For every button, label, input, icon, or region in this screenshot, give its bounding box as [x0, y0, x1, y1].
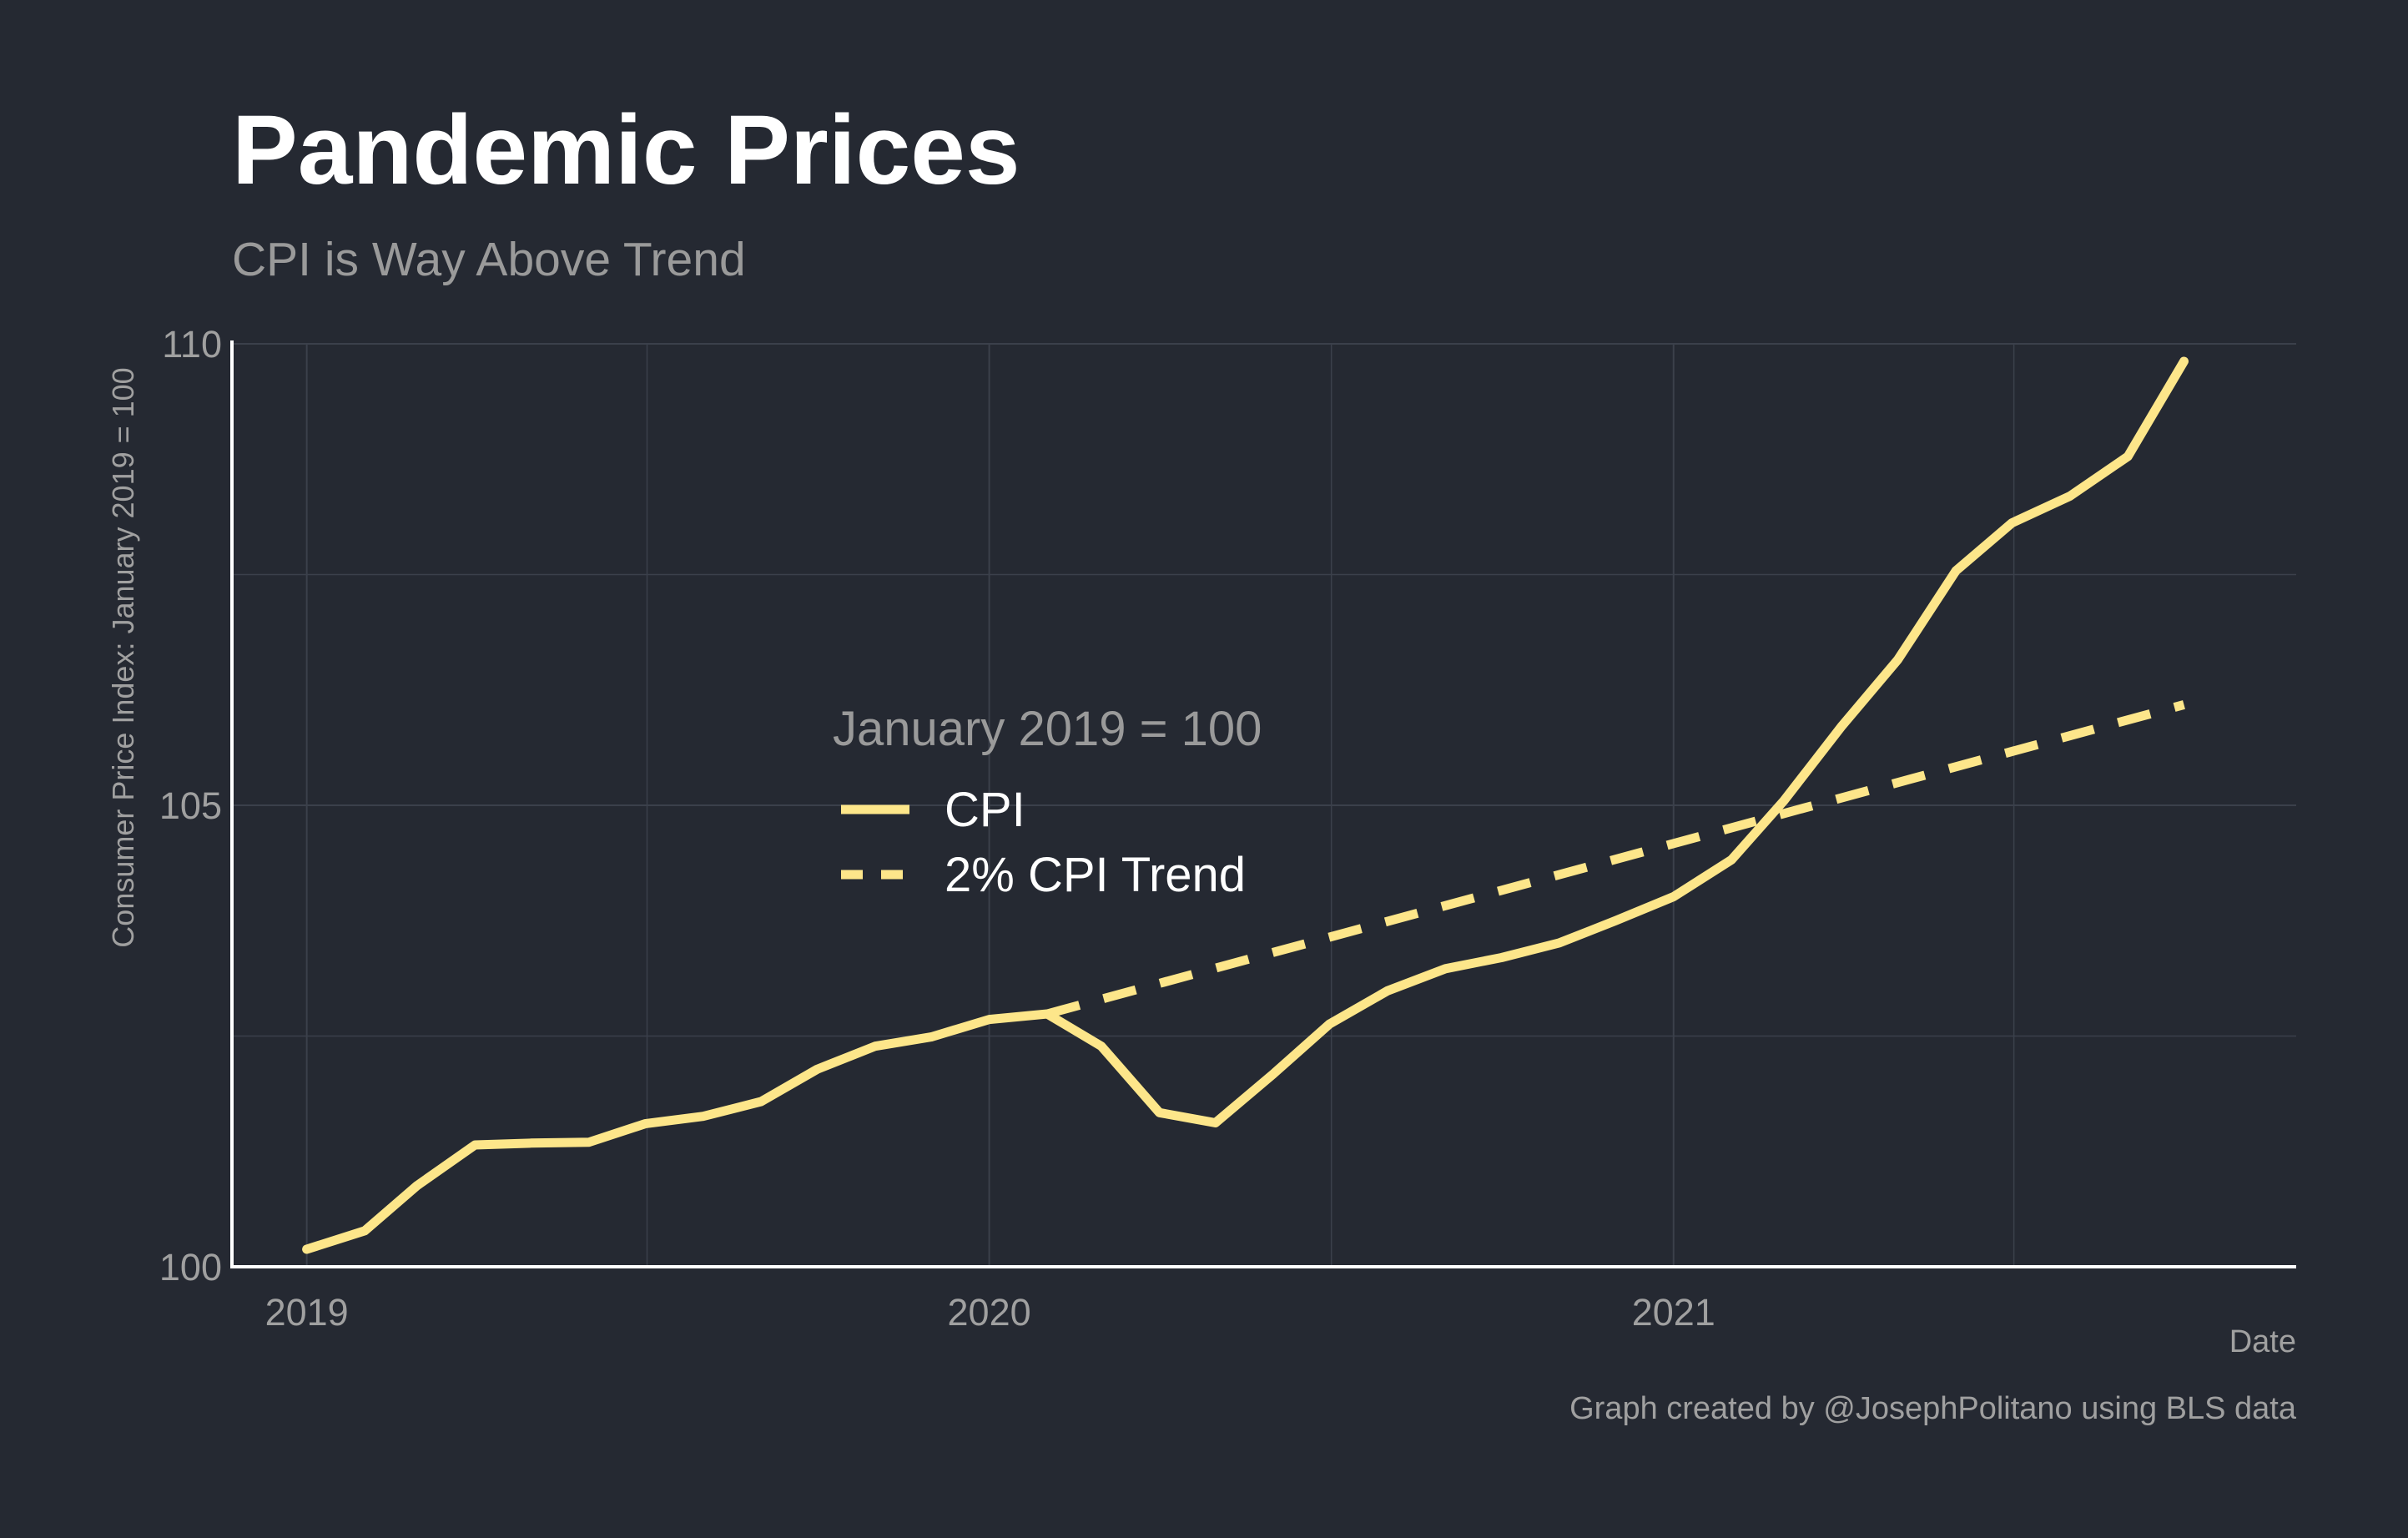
y-tick-label: 100 — [159, 1246, 222, 1288]
y-tick-label: 105 — [159, 784, 222, 827]
chart-caption: Graph created by @JosephPolitano using B… — [1569, 1391, 2297, 1426]
x-tick-label: 2019 — [265, 1291, 349, 1334]
chart-title: Pandemic Prices — [232, 95, 1020, 205]
legend: January 2019 = 100 CPI 2% CPI Trend — [833, 702, 1262, 902]
legend-label-trend: 2% CPI Trend — [945, 848, 1246, 902]
tick-labels: 100 105 110 2019 2020 2021 — [159, 323, 1715, 1334]
x-tick-label: 2020 — [948, 1291, 1031, 1334]
series-line-2-cpi-trend — [1045, 700, 2185, 1019]
y-axis-title: Consumer Price Index: January 2019 = 100 — [106, 367, 140, 947]
x-tick-label: 2021 — [1632, 1291, 1715, 1334]
gridlines — [232, 343, 2296, 1268]
series-lines — [302, 356, 2189, 1254]
chart-subtitle: CPI is Way Above Trend — [232, 233, 746, 286]
y-tick-label: 110 — [162, 323, 222, 366]
legend-label-cpi: CPI — [945, 783, 1025, 837]
axes — [230, 340, 2296, 1268]
legend-title: January 2019 = 100 — [833, 702, 1262, 756]
x-axis-title: Date — [2229, 1324, 2296, 1359]
series-line-cpi — [302, 356, 2189, 1254]
